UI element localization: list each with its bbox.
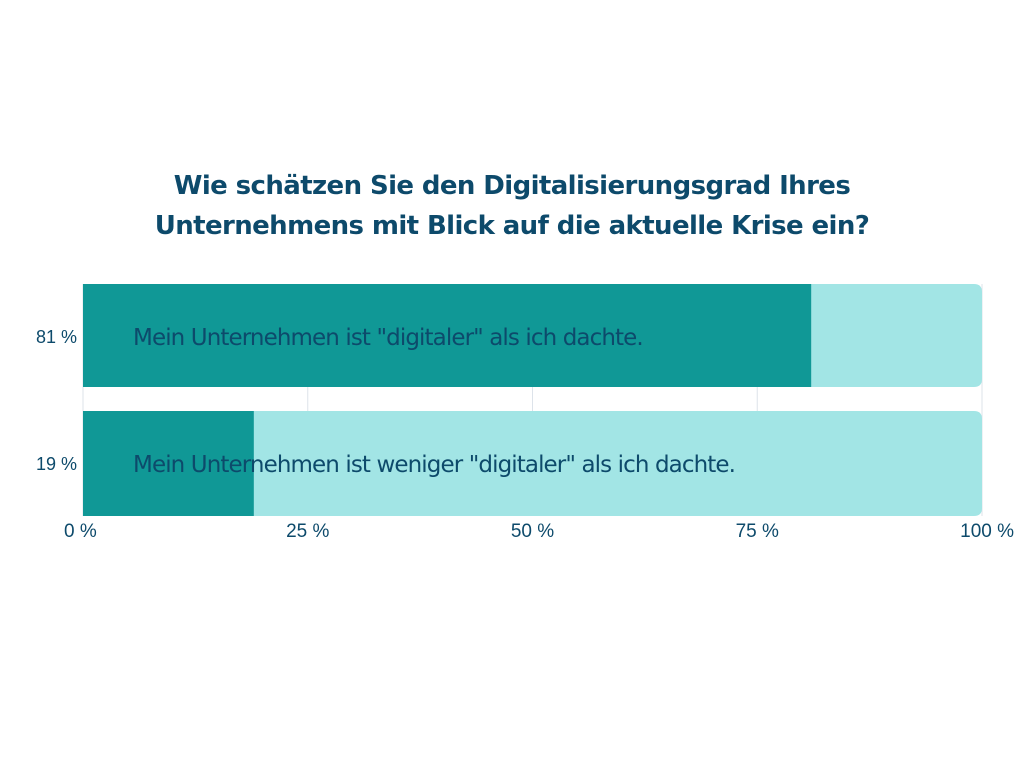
bar-value-label: 81 % [36, 327, 77, 347]
x-axis-ticks: 0 % 25 % 50 % 75 % 100 % [64, 521, 1014, 542]
x-tick-label: 50 % [511, 521, 554, 542]
bar-value [83, 411, 254, 516]
x-tick-label: 25 % [286, 521, 329, 542]
bar-remainder [83, 411, 982, 516]
bar-value [83, 284, 812, 387]
x-tick-label: 0 % [64, 521, 97, 542]
chart-title-line-2: Unternehmens mit Blick auf die aktuelle … [154, 211, 870, 241]
bar-value-label: 19 % [36, 454, 77, 474]
bar-category-label: Mein Unternehmen ist weniger "digitaler"… [133, 452, 735, 478]
bar-category-label: Mein Unternehmen ist "digitaler" als ich… [133, 325, 643, 351]
bars: Mein Unternehmen ist "digitaler" als ich… [36, 284, 982, 516]
x-tick-label: 100 % [960, 521, 1014, 542]
chart-title: Wie schätzen Sie den Digitalisierungsgra… [0, 166, 1024, 246]
chart-title-line-1: Wie schätzen Sie den Digitalisierungsgra… [173, 171, 851, 201]
x-tick-label: 75 % [736, 521, 779, 542]
